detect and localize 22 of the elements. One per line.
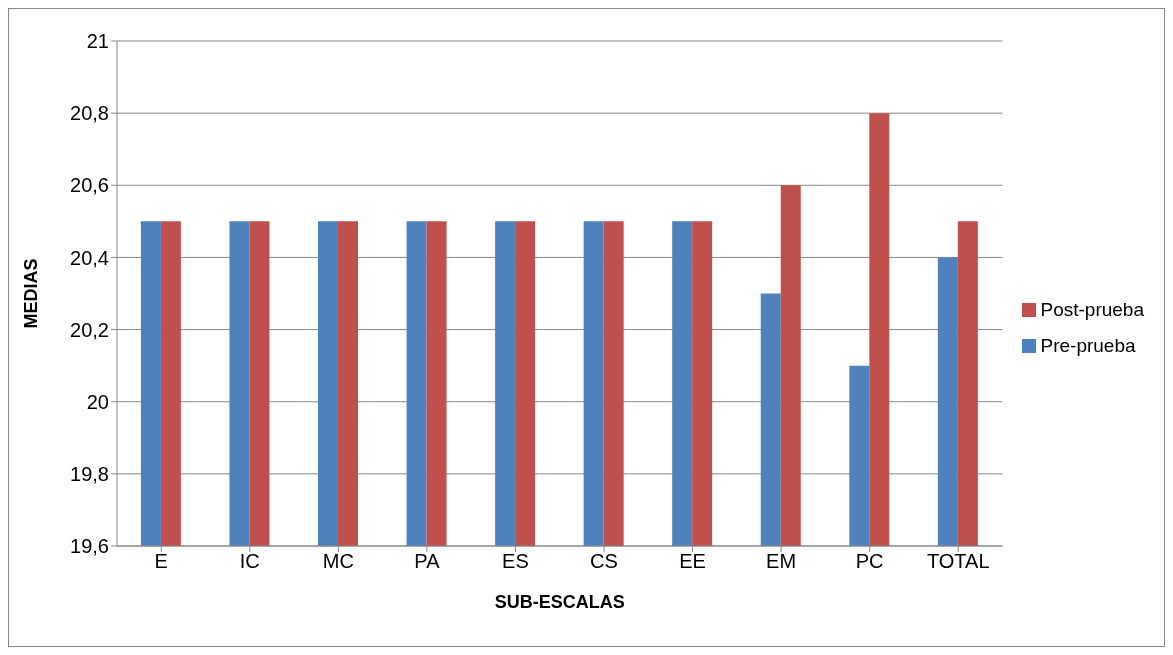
x-axis-title: SUB-ESCALAS	[494, 592, 625, 612]
y-tick-label: 19,6	[70, 535, 109, 558]
x-tick-label: IC	[239, 550, 260, 573]
x-tick-label: EM	[766, 550, 797, 573]
y-tick-label: 20,2	[70, 318, 109, 341]
y-tick-label: 20,6	[70, 174, 109, 197]
y-tick-label: 21	[86, 30, 109, 53]
x-tick-label: MC	[322, 550, 354, 573]
y-tick-label: 20,4	[70, 246, 109, 269]
y-tick-label: 20	[86, 390, 109, 413]
y-tick-label: 19,8	[70, 462, 109, 485]
x-tick-label: E	[154, 550, 168, 573]
x-tick-label: EE	[679, 550, 706, 573]
x-tick-label: ES	[502, 550, 529, 573]
x-tick-label: PC	[855, 550, 884, 573]
legend-label: Pre-prueba	[1040, 334, 1136, 356]
x-tick-label: TOTAL	[926, 550, 990, 573]
x-tick-label: PA	[414, 550, 441, 573]
legend-label: Post-prueba	[1040, 298, 1144, 320]
y-axis-title: MEDIAS	[21, 258, 42, 329]
y-tick-label: 20,8	[70, 102, 109, 125]
x-tick-label: CS	[590, 550, 618, 573]
